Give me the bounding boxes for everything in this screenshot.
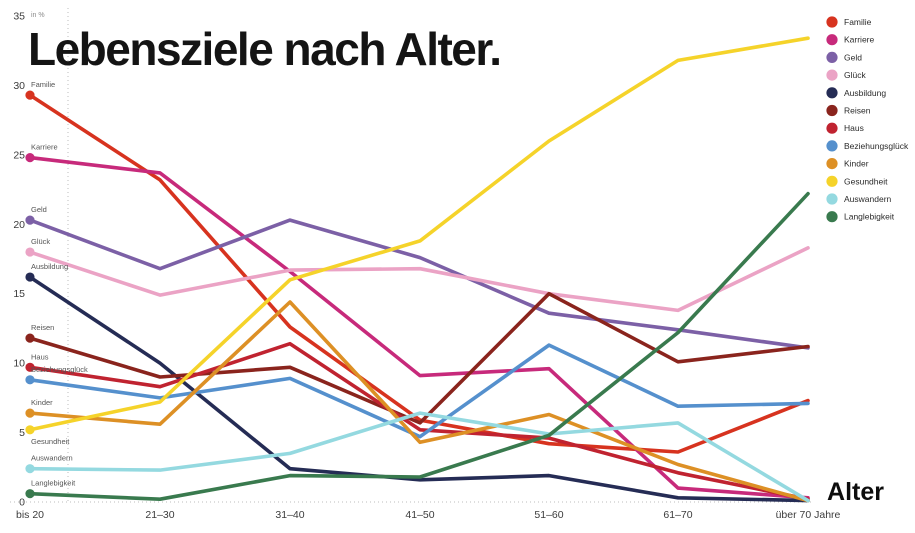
legend-dot-gesundheit [826, 175, 838, 187]
legend-dot-karriere [826, 34, 838, 46]
legend-dot-familie [826, 16, 838, 28]
series-line-ausbildung [28, 275, 810, 503]
x-tick-label: bis 20 [16, 509, 44, 521]
series-label-haus: Haus [31, 352, 49, 361]
legend-label-glück: Glück [844, 70, 866, 80]
series-start-dot-kinder [25, 408, 35, 418]
x-tick-label: über 70 Jahre [776, 509, 841, 521]
legend-label-langlebigkeit: Langlebigkeit [844, 212, 895, 222]
legend-dot-haus [826, 122, 838, 134]
legend-dot-geld [826, 51, 838, 64]
legend-dot-beziehungsglück [826, 140, 838, 152]
legend-label-haus: Haus [844, 123, 864, 133]
legend-dot-auswandern [826, 193, 838, 205]
series-line-auswandern [28, 411, 810, 503]
y-tick-label: 15 [13, 288, 25, 300]
series-label-glück: Glück [31, 237, 50, 246]
series-label-gesundheit: Gesundheit [31, 437, 70, 446]
x-tick-label: 61–70 [663, 509, 692, 521]
y-tick-label: 20 [13, 219, 25, 231]
series-line-karriere [28, 155, 810, 500]
series-line-kinder [28, 300, 810, 503]
series-label-auswandern: Auswandern [31, 454, 73, 463]
legend-label-auswandern: Auswandern [844, 194, 892, 204]
y-tick-label: 35 [13, 11, 25, 23]
legend-label-gesundheit: Gesundheit [844, 176, 888, 186]
series-line-beziehungsglück [28, 343, 810, 439]
series-start-dot-beziehungsglück [25, 375, 35, 385]
series-start-dot-familie [25, 90, 35, 100]
legend-dot-ausbildung [826, 87, 838, 99]
series-start-dot-reisen [25, 333, 35, 343]
series-label-familie: Familie [31, 80, 55, 89]
series-start-dot-auswandern [25, 464, 35, 474]
legend-label-karriere: Karriere [844, 35, 875, 45]
series-label-langlebigkeit: Langlebigkeit [31, 479, 76, 488]
y-tick-label: 5 [19, 427, 25, 439]
series-line-langlebigkeit [28, 191, 810, 502]
series-line-glück [28, 246, 810, 313]
series-line-haus [28, 341, 810, 502]
series-label-ausbildung: Ausbildung [31, 262, 68, 271]
series-line-gesundheit [28, 36, 810, 432]
series-label-karriere: Karriere [31, 143, 58, 152]
y-tick-label: 10 [13, 358, 25, 370]
x-axis-title: Alter [827, 478, 884, 506]
series-start-dot-ausbildung [25, 272, 35, 282]
series-line-reisen [28, 291, 810, 425]
legend-dot-reisen [826, 104, 838, 117]
legend-label-ausbildung: Ausbildung [844, 88, 886, 98]
series-label-kinder: Kinder [31, 398, 53, 407]
legend-label-familie: Familie [844, 17, 872, 27]
series-label-beziehungsglück: Beziehungsglück [31, 365, 88, 374]
x-tick-label: 41–50 [405, 509, 434, 521]
series-label-reisen: Reisen [31, 323, 54, 332]
series-start-dot-geld [25, 215, 35, 225]
series-start-dot-langlebigkeit [25, 489, 35, 499]
page-title: Lebensziele nach Alter. [28, 23, 502, 75]
series-line-geld [28, 218, 810, 350]
legend-dot-kinder [826, 158, 838, 170]
y-tick-label: 0 [19, 497, 25, 509]
series-label-geld: Geld [31, 205, 47, 214]
x-tick-label: 31–40 [275, 509, 304, 521]
series-start-dot-karriere [25, 153, 35, 163]
series-line-familie [28, 93, 810, 454]
series-start-dot-haus [25, 362, 35, 372]
series-start-dot-glück [25, 247, 35, 257]
legend-dot-langlebigkeit [826, 211, 838, 223]
x-tick-label: 51–60 [534, 509, 563, 521]
y-axis-unit-label: in % [31, 12, 45, 19]
x-tick-label: 21–30 [145, 509, 174, 521]
series-start-dot-gesundheit [25, 425, 35, 435]
y-tick-label: 30 [13, 80, 25, 92]
legend-label-kinder: Kinder [844, 159, 869, 169]
legend-dot-glück [826, 69, 838, 81]
y-tick-label: 25 [13, 149, 25, 161]
legend-label-geld: Geld [844, 52, 862, 62]
legend-label-beziehungsglück: Beziehungsglück [844, 141, 909, 151]
legend-label-reisen: Reisen [844, 106, 871, 116]
